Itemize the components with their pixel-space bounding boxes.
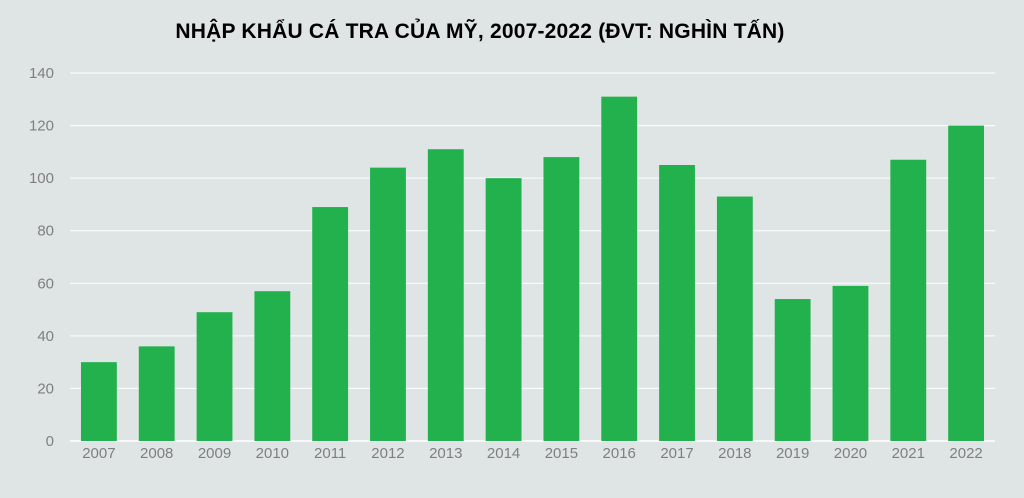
- y-tick-label: 40: [37, 328, 54, 345]
- bar-series: [80, 96, 985, 442]
- x-tick-label: 2018: [718, 445, 751, 462]
- y-axis-ticks: 0 20 40 60 80 100 120 140: [29, 65, 54, 450]
- bar-2008: [138, 346, 175, 441]
- x-tick-label: 2014: [487, 445, 520, 462]
- x-tick-label: 2007: [82, 445, 115, 462]
- y-tick-label: 0: [46, 433, 54, 450]
- x-tick-label: 2017: [660, 445, 693, 462]
- y-tick-label: 140: [29, 65, 54, 82]
- x-tick-label: 2016: [603, 445, 636, 462]
- y-tick-label: 100: [29, 170, 54, 187]
- bar-2015: [543, 157, 580, 441]
- bar-2016: [601, 96, 638, 442]
- bar-2009: [196, 312, 233, 441]
- bar-2007: [80, 362, 117, 441]
- bar-2020: [832, 285, 869, 441]
- x-tick-label: 2020: [834, 445, 867, 462]
- y-tick-label: 20: [37, 380, 54, 397]
- bar-2012: [370, 167, 406, 441]
- x-tick-label: 2010: [256, 445, 289, 462]
- bar-2014: [485, 178, 522, 441]
- x-axis-ticks: 2007 2008 2009 2010 2011 2012 2013 2014 2015 2016…: [82, 445, 983, 462]
- x-tick-label: 2019: [776, 445, 809, 462]
- bar-2017: [659, 165, 695, 441]
- x-tick-label: 2015: [545, 445, 578, 462]
- bar-2010: [254, 291, 291, 441]
- x-tick-label: 2009: [198, 445, 231, 462]
- bar-2011: [312, 207, 349, 441]
- chart-title: NHẬP KHẨU CÁ TRA CỦA MỸ, 2007-2022 (ĐVT:…: [175, 20, 785, 43]
- y-tick-label: 80: [37, 223, 54, 240]
- bar-2019: [774, 299, 811, 441]
- x-tick-label: 2008: [140, 445, 173, 462]
- x-tick-label: 2011: [314, 445, 346, 462]
- y-tick-label: 60: [37, 275, 54, 292]
- bar-2022: [948, 125, 985, 442]
- bar-2013: [427, 149, 464, 441]
- x-tick-label: 2013: [429, 445, 462, 462]
- y-tick-label: 120: [29, 118, 54, 135]
- bar-2018: [716, 196, 753, 441]
- bar-2021: [890, 159, 927, 441]
- x-tick-label: 2022: [949, 445, 982, 462]
- x-tick-label: 2012: [371, 445, 404, 462]
- x-tick-label: 2021: [892, 445, 925, 462]
